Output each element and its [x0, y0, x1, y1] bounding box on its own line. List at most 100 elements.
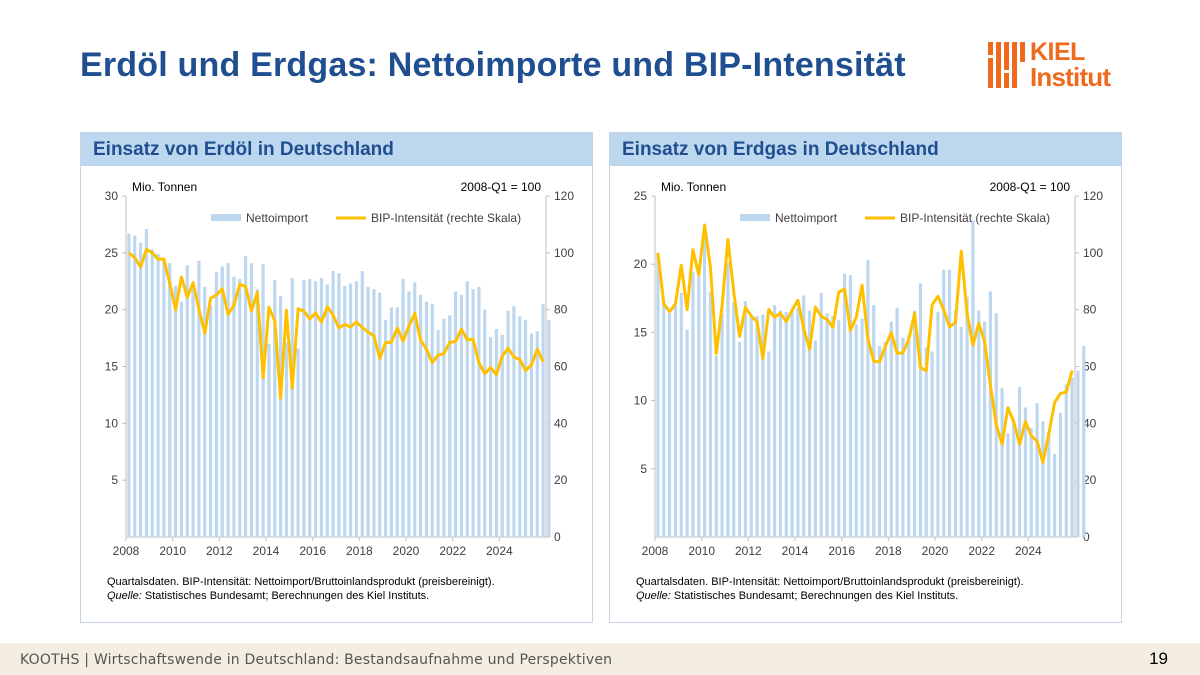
oil-chart-title: Einsatz von Erdöl in Deutschland [81, 133, 592, 166]
bar-nettoimport [656, 254, 660, 537]
bar-nettoimport [1082, 346, 1086, 537]
bar-nettoimport [453, 291, 458, 537]
x-tick-label: 2018 [346, 544, 373, 558]
bar-nettoimport [133, 235, 137, 537]
bar-nettoimport [442, 318, 446, 537]
bar-nettoimport [971, 220, 975, 537]
bar-nettoimport [220, 266, 224, 537]
bar-nettoimport [413, 282, 417, 537]
x-tick-label: 2018 [875, 544, 902, 558]
legend-bar-swatch [211, 214, 241, 221]
bar-nettoimport [273, 280, 277, 537]
left-axis-unit: Mio. Tonnen [132, 180, 197, 194]
bar-nettoimport [708, 291, 713, 537]
bar-nettoimport [477, 286, 481, 537]
bar-nettoimport [1006, 433, 1010, 537]
left-tick-label: 25 [634, 189, 648, 203]
bar-nettoimport [173, 285, 178, 537]
right-tick-label: 0 [554, 530, 561, 544]
bar-nettoimport [465, 281, 469, 537]
bar-nettoimport [150, 249, 154, 537]
right-tick-label: 80 [554, 303, 568, 317]
bar-nettoimport [529, 333, 534, 537]
bar-nettoimport [1029, 427, 1033, 537]
bar-nettoimport [436, 330, 440, 537]
bar-nettoimport [448, 315, 452, 537]
right-tick-label: 100 [554, 246, 574, 260]
right-tick-label: 20 [554, 473, 568, 487]
bar-nettoimport [819, 292, 823, 537]
right-tick-label: 0 [1083, 530, 1090, 544]
bar-nettoimport [854, 324, 858, 537]
bar-nettoimport [749, 314, 753, 537]
x-tick-label: 2022 [968, 544, 995, 558]
bar-nettoimport [930, 351, 934, 537]
bar-nettoimport [308, 278, 312, 537]
bar-nettoimport [1012, 421, 1016, 537]
bar-nettoimport [302, 280, 306, 537]
bar-nettoimport [267, 343, 271, 537]
bar-nettoimport [383, 319, 388, 537]
right-axis-unit: 2008-Q1 = 100 [990, 180, 1071, 194]
bar-nettoimport [895, 307, 899, 537]
bar-nettoimport [1035, 403, 1039, 537]
source-label: Quelle: [107, 590, 142, 602]
bar-nettoimport [197, 260, 201, 537]
bar-nettoimport [1076, 370, 1080, 537]
x-tick-label: 2024 [1015, 544, 1042, 558]
line-bip-intensitaet [656, 223, 1074, 464]
bar-nettoimport [249, 263, 254, 537]
x-tick-label: 2022 [439, 544, 466, 558]
bar-nettoimport [673, 305, 678, 537]
right-tick-label: 80 [1083, 303, 1097, 317]
bar-nettoimport [343, 285, 347, 537]
bar-nettoimport [924, 347, 928, 537]
bar-nettoimport [179, 301, 184, 537]
gas-chart-title: Einsatz von Erdgas in Deutschland [610, 133, 1121, 166]
bar-nettoimport [662, 299, 666, 537]
bar-nettoimport [535, 331, 539, 537]
bar-nettoimport [541, 303, 545, 537]
bar-nettoimport [889, 321, 893, 537]
bar-nettoimport [471, 289, 475, 537]
legend-bar-swatch [740, 214, 770, 221]
right-axis-unit: 2008-Q1 = 100 [461, 180, 542, 194]
gas-chart-source: Quelle: Statistisches Bundesamt; Berechn… [636, 590, 958, 602]
left-tick-label: 5 [640, 462, 647, 476]
bar-nettoimport [348, 283, 353, 537]
bar-nettoimport [226, 263, 230, 537]
x-tick-label: 2014 [253, 544, 280, 558]
bar-nettoimport [936, 311, 940, 537]
bar-nettoimport [523, 319, 528, 537]
bar-nettoimport [366, 286, 370, 537]
bar-nettoimport [877, 346, 882, 537]
bar-nettoimport [1058, 412, 1063, 537]
bar-nettoimport [883, 341, 888, 537]
logo-text-institut: Institut [1030, 62, 1111, 92]
bar-nettoimport [988, 291, 993, 537]
x-tick-label: 2008 [113, 544, 140, 558]
bar-nettoimport [767, 351, 771, 537]
bar-nettoimport [977, 310, 981, 537]
bar-nettoimport [755, 316, 759, 537]
footer-text: KOOTHS | Wirtschaftswende in Deutschland… [20, 652, 613, 668]
oil-chart: 5 10 15 20 25 30 0 20 40 60 80 100 120 2008 2010 2012 20… [105, 180, 575, 558]
bar-nettoimport [790, 309, 794, 537]
left-tick-label: 20 [105, 303, 119, 317]
bar-nettoimport [860, 318, 864, 537]
right-tick-label: 20 [1083, 473, 1097, 487]
legend-bar-label: Nettoimport [246, 211, 309, 225]
bar-nettoimport [825, 313, 829, 537]
bar-nettoimport [807, 310, 812, 537]
bar-nettoimport [697, 276, 701, 537]
bar-nettoimport [1023, 407, 1028, 537]
x-tick-label: 2012 [206, 544, 233, 558]
left-tick-label: 30 [105, 189, 119, 203]
bar-nettoimport [866, 260, 870, 537]
right-tick-label: 40 [1083, 416, 1097, 430]
bar-nettoimport [389, 307, 394, 537]
bar-nettoimport [214, 272, 219, 537]
bar-nettoimport [784, 311, 788, 537]
bar-nettoimport [1064, 384, 1068, 537]
right-tick-label: 120 [1083, 189, 1103, 203]
